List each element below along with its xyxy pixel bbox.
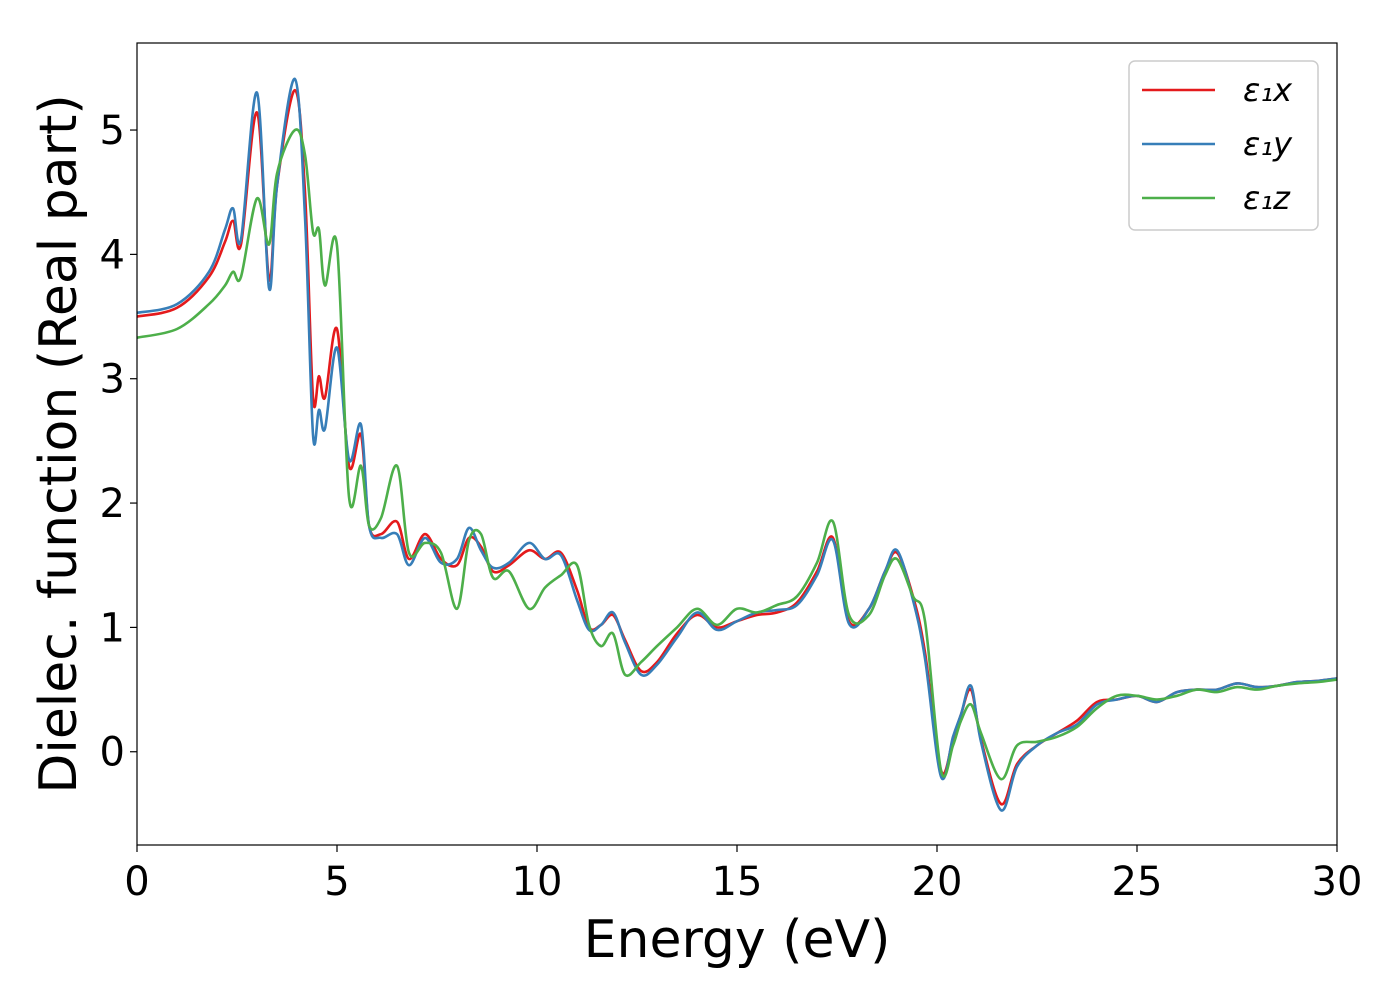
x-axis-label: Energy (eV) <box>584 910 891 970</box>
y-axis: 0 1 2 3 4 5 <box>100 108 137 776</box>
y-tick-label: 3 <box>100 357 125 403</box>
x-tick-label: 25 <box>1112 859 1163 905</box>
legend-box <box>1128 60 1319 231</box>
x-tick-label: 10 <box>512 859 563 905</box>
x-tick-label: 30 <box>1312 859 1363 905</box>
legend: ε₁x ε₁y ε₁z <box>1128 60 1319 231</box>
legend-label-1: ε₁x <box>1243 71 1293 109</box>
y-tick-label: 0 <box>100 730 125 776</box>
y-tick-label: 2 <box>100 481 125 527</box>
series-layer <box>137 77 1337 812</box>
series-line-3 <box>137 128 1337 781</box>
x-tick-label: 5 <box>324 859 349 905</box>
y-axis-label: Dielec. function (Real part) <box>29 94 89 793</box>
legend-label-2: ε₁y <box>1243 125 1293 163</box>
x-tick-label: 20 <box>912 859 963 905</box>
y-tick-label: 5 <box>100 108 125 154</box>
x-tick-label: 0 <box>124 859 149 905</box>
y-tick-label: 4 <box>100 232 125 278</box>
y-tick-label: 1 <box>100 605 125 651</box>
x-tick-label: 15 <box>712 859 763 905</box>
series-line-2 <box>137 77 1337 812</box>
x-axis: 0 5 10 15 20 25 30 <box>124 845 1362 905</box>
legend-label-3: ε₁z <box>1243 179 1291 217</box>
